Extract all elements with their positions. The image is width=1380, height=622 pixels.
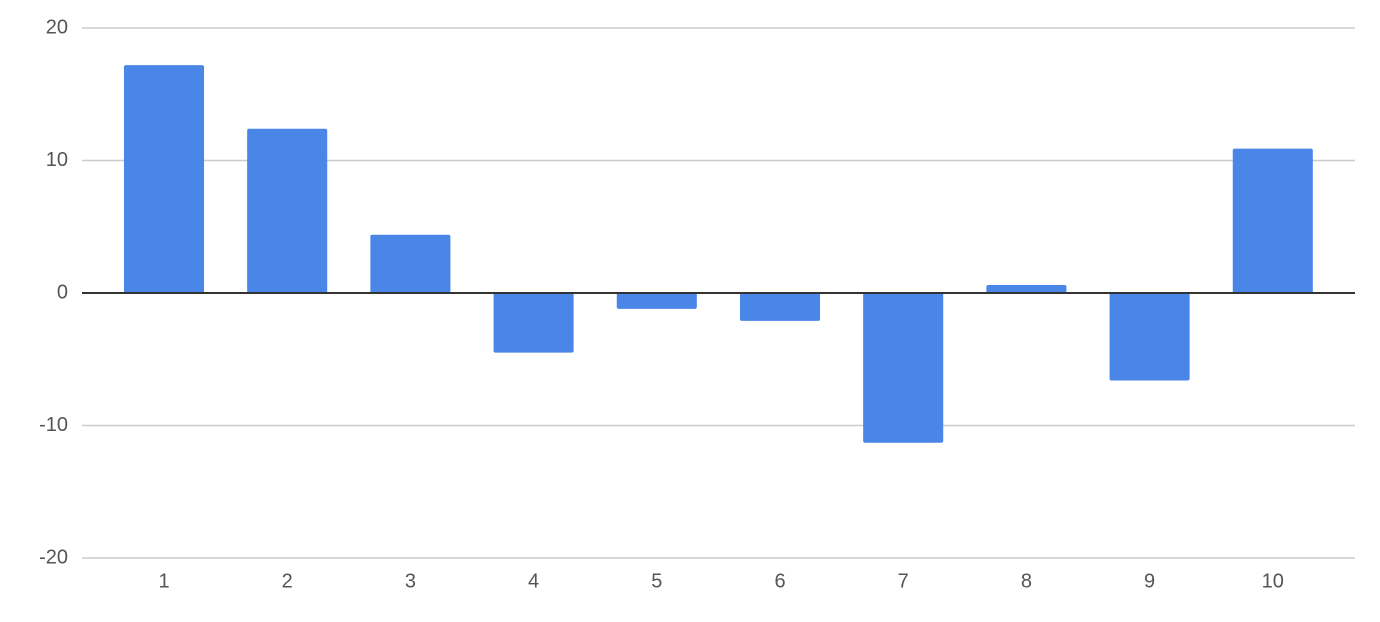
- bar: [1232, 148, 1313, 293]
- bar: [616, 293, 697, 309]
- bar: [247, 128, 328, 293]
- bar: [863, 293, 944, 443]
- bar: [1109, 293, 1190, 381]
- x-tick-label: 8: [1021, 570, 1032, 592]
- x-tick-label: 6: [774, 570, 785, 592]
- x-tick-label: 1: [158, 570, 169, 592]
- x-tick-label: 7: [898, 570, 909, 592]
- x-tick-label: 9: [1144, 570, 1155, 592]
- bar: [370, 234, 451, 293]
- y-tick-label: -20: [39, 546, 68, 568]
- y-tick-label: 10: [46, 149, 68, 171]
- x-tick-label: 2: [282, 570, 293, 592]
- bar: [123, 65, 205, 293]
- y-tick-label: 0: [57, 281, 68, 303]
- x-tick-label: 4: [528, 570, 539, 592]
- y-tick-label: 20: [46, 16, 68, 38]
- bar: [986, 285, 1067, 293]
- bar: [739, 293, 821, 321]
- x-tick-label: 10: [1262, 570, 1284, 592]
- x-tick-label: 3: [405, 570, 416, 592]
- x-tick-label: 5: [651, 570, 662, 592]
- bar: [493, 293, 574, 353]
- y-tick-label: -10: [39, 414, 68, 436]
